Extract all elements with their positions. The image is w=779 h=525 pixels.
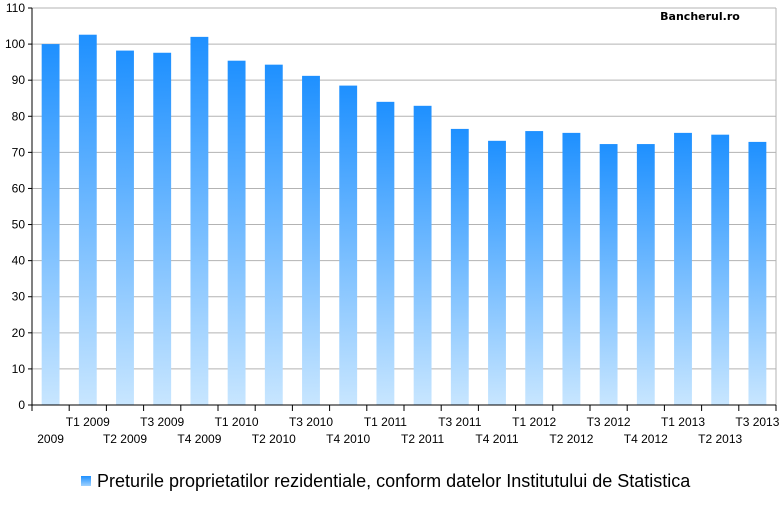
x-tick-label: T3 2011	[438, 415, 481, 429]
bar	[264, 64, 283, 406]
y-tick-label: 110	[6, 1, 25, 15]
gridlines	[32, 7, 777, 405]
x-tick-label: T1 2011	[364, 415, 407, 429]
x-tick-label: T3 2009	[140, 415, 184, 429]
bar	[227, 60, 246, 406]
y-axis-ticks: 0 10 20 30 40 50 60 70 80 90 100 110	[5, 1, 32, 412]
bar	[488, 140, 506, 405]
y-tick-label: 20	[12, 326, 26, 340]
bar	[599, 144, 618, 405]
bar	[78, 34, 97, 405]
bar	[153, 52, 172, 406]
x-tick-label: T3 2012	[587, 415, 631, 429]
x-tick-label: T4 2009	[177, 432, 221, 446]
x-tick-label: T2 2009	[103, 432, 147, 446]
x-tick-label: T4 2011	[475, 432, 518, 446]
x-tick-label: T2 2013	[698, 432, 742, 446]
y-tick-label: 70	[12, 145, 26, 159]
x-tick-label: T2 2011	[401, 432, 444, 446]
bar	[302, 75, 320, 406]
bar	[339, 85, 358, 405]
x-tick-label: T3 2013	[735, 415, 779, 429]
y-tick-label: 100	[5, 37, 25, 51]
bar	[636, 144, 655, 405]
bar	[525, 131, 544, 405]
bar	[190, 36, 209, 405]
x-tick-label: T2 2012	[549, 432, 593, 446]
legend-swatch	[81, 476, 91, 486]
bar	[562, 132, 581, 405]
bar	[450, 128, 469, 405]
bar	[748, 141, 767, 405]
bars	[41, 34, 767, 406]
x-tick-label: 2009	[37, 432, 64, 446]
x-tick-label: T1 2012	[512, 415, 556, 429]
legend: Preturile proprietatilor rezidentiale, c…	[81, 470, 690, 492]
bar	[41, 44, 60, 405]
x-tick-label: T4 2012	[624, 432, 668, 446]
bar	[376, 101, 395, 405]
y-tick-label: 90	[12, 73, 26, 87]
bar	[413, 105, 432, 405]
y-tick-label: 40	[12, 254, 26, 268]
y-tick-label: 80	[12, 109, 26, 123]
x-tick-label: T4 2010	[326, 432, 370, 446]
y-tick-label: 30	[12, 290, 26, 304]
y-tick-label: 0	[18, 398, 25, 412]
legend-label: Preturile proprietatilor rezidentiale, c…	[97, 470, 691, 491]
bar	[116, 50, 134, 405]
watermark: Bancherul.ro	[660, 10, 740, 23]
x-tick-label: T1 2013	[661, 415, 705, 429]
bar	[711, 134, 730, 406]
y-tick-label: 50	[12, 218, 26, 232]
bar	[674, 132, 692, 405]
y-tick-label: 10	[12, 362, 26, 376]
x-tick-label: T2 2010	[252, 432, 296, 446]
x-tick-label: T1 2010	[215, 415, 259, 429]
y-tick-label: 60	[12, 181, 26, 195]
x-tick-label: T1 2009	[66, 415, 110, 429]
x-tick-label: T3 2010	[289, 415, 333, 429]
